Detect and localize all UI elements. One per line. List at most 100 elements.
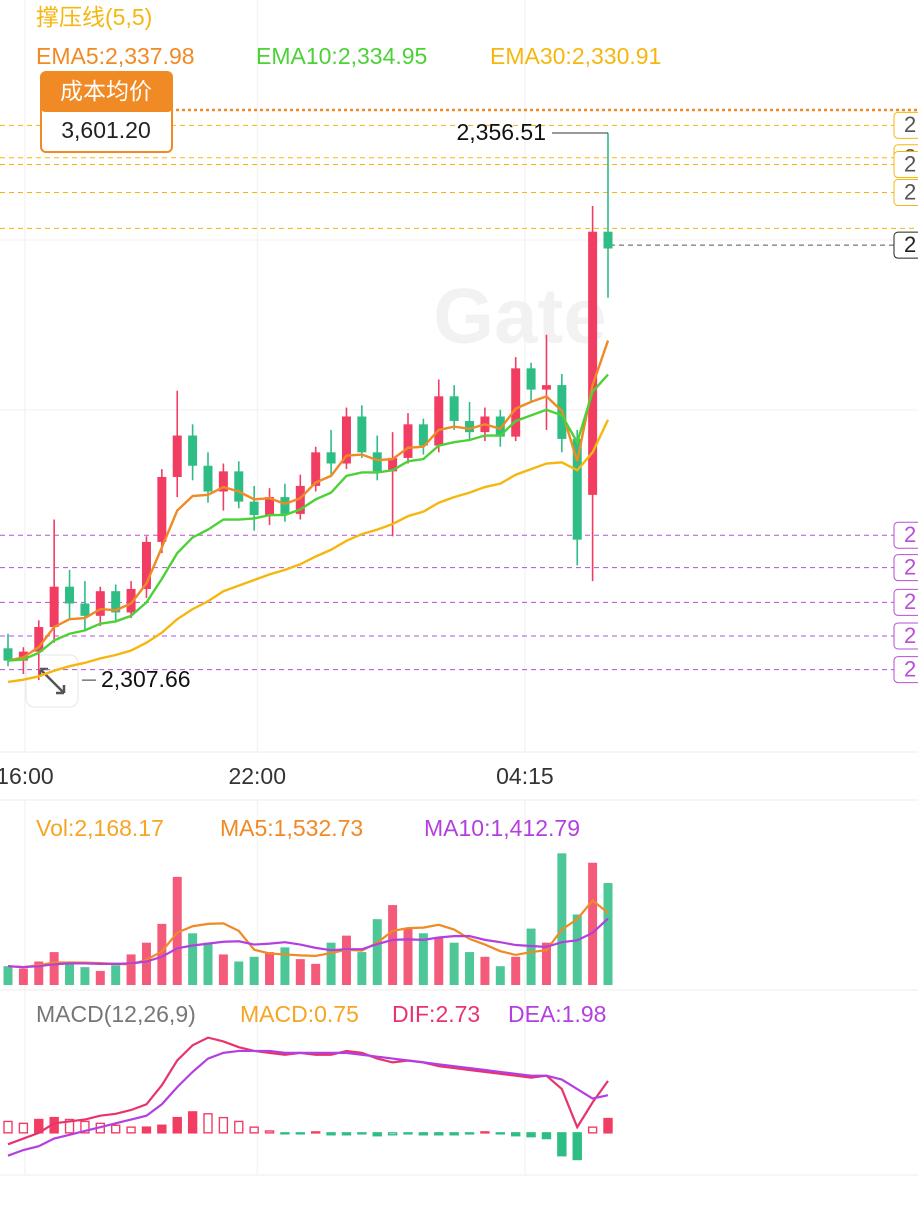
volume-bar [234, 961, 244, 985]
low-label: 2,307.66 [101, 666, 191, 692]
price-tag [893, 521, 918, 549]
volume-bar [526, 928, 536, 985]
candle-body [172, 435, 182, 477]
macd-bar [264, 1130, 275, 1134]
volume-bar [95, 970, 105, 985]
macd-bar [510, 1132, 521, 1137]
candle-body [588, 231, 598, 495]
volume-ma-line [7, 917, 609, 969]
ema-line [7, 419, 610, 684]
price-tag [893, 622, 918, 650]
macd-bar [203, 1113, 213, 1134]
price-tag [893, 151, 918, 179]
volume-bar [388, 905, 398, 985]
legend-entry: MA5:1,532.73 [220, 815, 363, 841]
candle-body [388, 457, 398, 472]
macd-bar [310, 1131, 321, 1134]
candle-body [49, 586, 59, 628]
candle-body [603, 231, 613, 249]
volume-bar [126, 954, 136, 985]
macd-bar [372, 1132, 382, 1137]
macd-bar [218, 1116, 229, 1134]
volume-bar [249, 956, 259, 985]
macd-bar [434, 1132, 444, 1136]
volume-bar [265, 952, 275, 985]
candle-body [65, 586, 75, 604]
volume-bar [465, 952, 475, 985]
candle-body [3, 648, 13, 661]
volume-bar [495, 966, 505, 985]
macd-bar [326, 1132, 336, 1136]
cost-header [41, 72, 172, 112]
volume-bar [541, 942, 551, 985]
macd-bar [403, 1132, 413, 1135]
candle-body [280, 497, 290, 514]
candle-body [511, 368, 521, 437]
candle-body [188, 435, 198, 466]
volume-bar [203, 942, 213, 985]
price-tag-label: 2 [904, 554, 916, 579]
macd-bar [234, 1120, 244, 1134]
macd-bar [464, 1132, 475, 1135]
macd-bar [357, 1132, 367, 1135]
candle-body [357, 416, 367, 453]
volume-bar [188, 933, 198, 985]
macd-bar [249, 1126, 259, 1134]
candle-body [80, 603, 90, 616]
volume-bar [3, 966, 13, 985]
candle-body [418, 424, 428, 446]
candle-body [465, 420, 475, 433]
legend-entry: DEA:1.98 [508, 1001, 606, 1027]
price-tag [893, 588, 918, 616]
macd-bar [187, 1111, 198, 1134]
legend-entry: Vol:2,168.17 [36, 815, 164, 841]
macd-bar [280, 1132, 290, 1135]
macd-bar [3, 1120, 13, 1134]
watermark: Gate [433, 272, 606, 360]
volume-bar [511, 956, 521, 985]
candle-body [265, 497, 275, 516]
volume-bar [280, 947, 290, 985]
macd-bar [449, 1132, 459, 1136]
volume-bar [557, 853, 567, 985]
macd-bar [341, 1132, 352, 1136]
price-tag-label: 2 [904, 112, 916, 137]
volume-bar [418, 933, 428, 985]
indicator-title: MACD(12,26,9) [36, 1001, 196, 1027]
candle-body [234, 471, 244, 502]
volume-bar [141, 942, 151, 985]
legend-entry: MACD:0.75 [240, 1001, 359, 1027]
candle-body [541, 385, 551, 390]
macd-bar [541, 1132, 552, 1140]
macd-bar [557, 1132, 567, 1157]
macd-bar [603, 1117, 613, 1134]
price-tag-label: 2 [904, 623, 916, 648]
candle-body [572, 438, 582, 540]
macd-bar [64, 1118, 75, 1134]
macd-bar [480, 1131, 490, 1134]
candle-body [403, 424, 413, 458]
macd-bar [18, 1122, 29, 1134]
indicator-title: 撑压线(5,5) [36, 4, 152, 30]
price-tag [893, 111, 918, 139]
cost-title: 成本均价 [60, 78, 152, 104]
volume-bar [449, 942, 459, 985]
volume-bar [311, 963, 321, 985]
volume-bar [34, 961, 44, 985]
price-tag [893, 231, 918, 259]
candle-body [434, 396, 444, 446]
candle-body [203, 465, 213, 492]
macd-bar [295, 1132, 306, 1135]
volume-bar [357, 952, 367, 985]
price-tag-label: 2 [904, 179, 916, 204]
macd-bar [172, 1116, 182, 1134]
macd-bar [126, 1126, 136, 1134]
candle-body [372, 452, 382, 472]
volume-bar [80, 967, 90, 985]
macd-bar [418, 1132, 429, 1136]
price-tag [893, 179, 918, 207]
volume-bar [572, 914, 582, 985]
candle-body [95, 591, 105, 616]
x-tick-label: 04:15 [496, 763, 554, 789]
candle-body [495, 416, 505, 437]
